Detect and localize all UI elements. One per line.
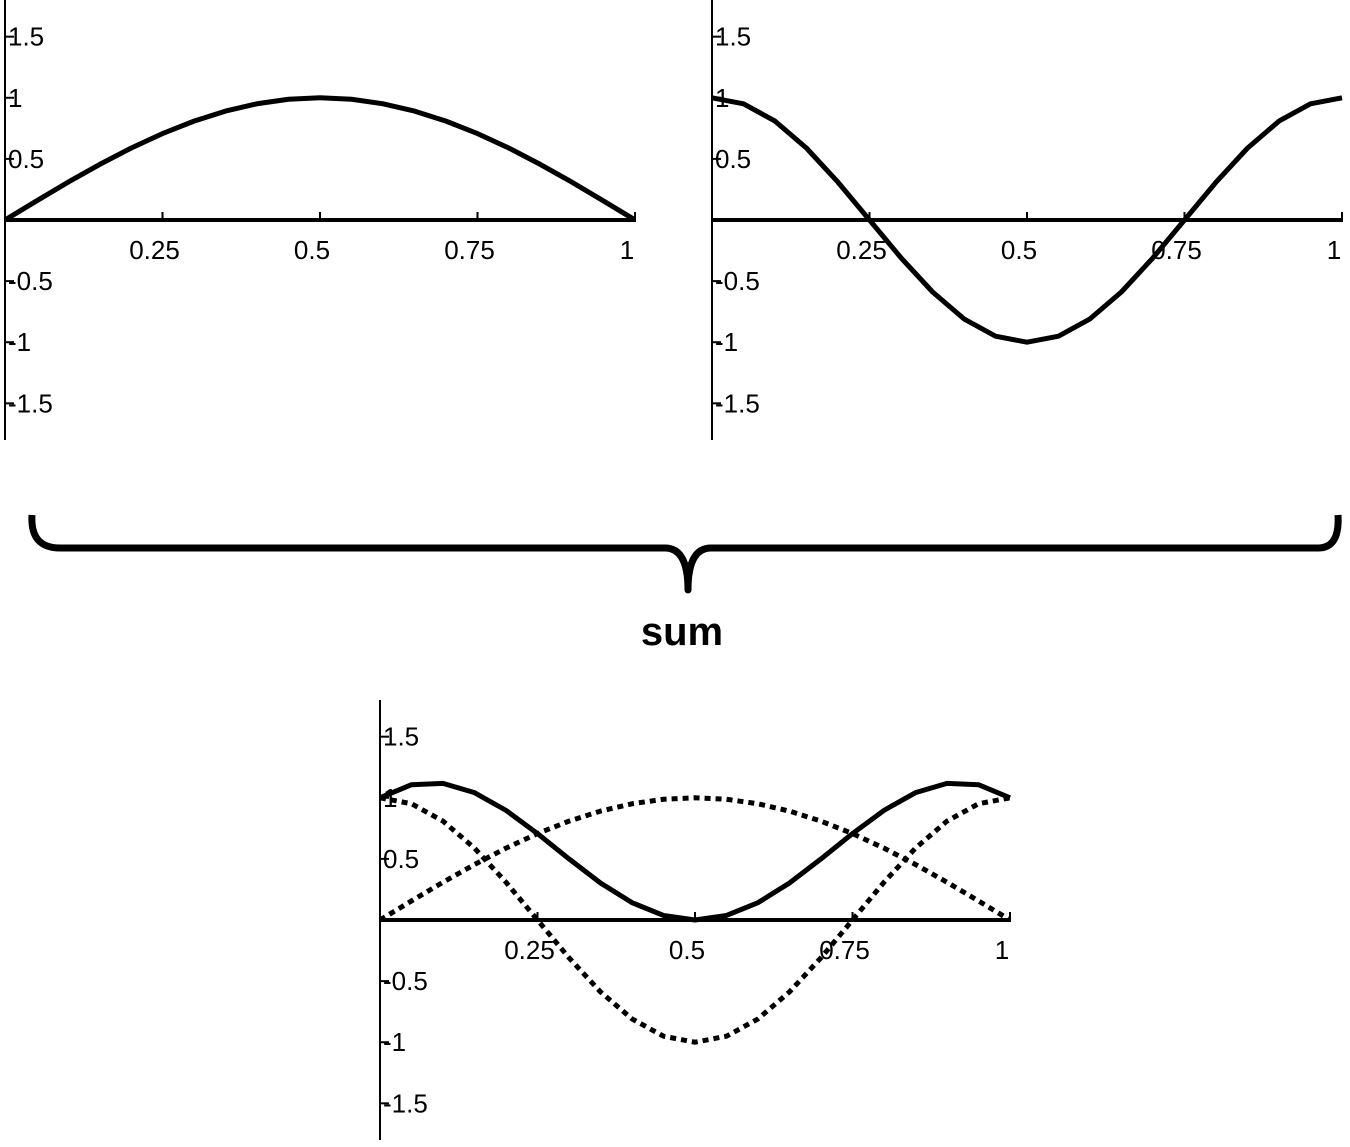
x-tick-label: 0.5 [294, 235, 330, 265]
x-tick-label: 0.5 [1001, 235, 1037, 265]
x-tick-label: 1 [1327, 235, 1341, 265]
line [379, 780, 1011, 923]
y-tick-label: 1.5 [383, 722, 419, 752]
line [379, 795, 1011, 1045]
y-tick-label: -1.5 [383, 1088, 428, 1118]
line [378, 795, 1012, 923]
x-tick-label: 0.25 [129, 235, 180, 265]
y-tick-label: -1 [383, 1027, 406, 1057]
brace [28, 514, 1342, 594]
x-tick-label: 1 [620, 235, 634, 265]
y-tick-label: -1 [8, 327, 31, 357]
y-tick-label: -0.5 [383, 966, 428, 996]
y-tick-label: 1.5 [8, 22, 44, 52]
x-tick-label: 0.25 [504, 935, 555, 965]
y-tick-label: 0.5 [8, 144, 44, 174]
x-tick-label: 0.5 [669, 935, 705, 965]
x-tick-label: 0.75 [444, 235, 495, 265]
y-tick-label: 1 [8, 83, 22, 113]
sum-label: sum [641, 610, 723, 654]
y-tick-label: -1 [715, 327, 738, 357]
y-tick-label: 1.5 [715, 22, 751, 52]
line [3, 95, 637, 223]
y-tick-label: -1.5 [8, 388, 53, 418]
x-tick-label: 1 [995, 935, 1009, 965]
y-tick-label: -1.5 [715, 388, 760, 418]
y-tick-label: 0.5 [383, 844, 419, 874]
line [711, 95, 1343, 345]
y-tick-label: -0.5 [8, 266, 53, 296]
y-tick-label: -0.5 [715, 266, 760, 296]
x-tick-label: 0.25 [836, 235, 887, 265]
y-tick-label: 0.5 [715, 144, 751, 174]
